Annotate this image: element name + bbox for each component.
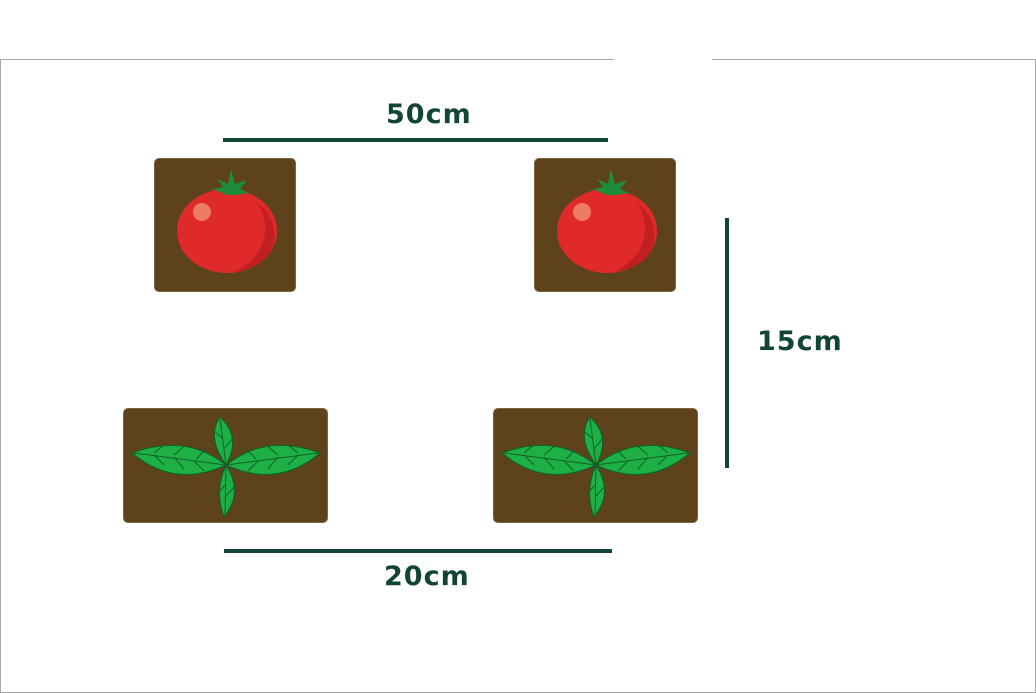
top-dimension-line	[223, 138, 608, 142]
tomato-tile-right	[534, 158, 676, 292]
seedling-tile-left	[123, 408, 328, 523]
frame-gap	[614, 55, 712, 63]
top-dimension-label: 50cm	[386, 99, 472, 130]
seedling-icon	[130, 416, 322, 519]
seedling-tile-right	[493, 408, 698, 523]
tomato-icon	[177, 169, 277, 273]
tomato-icon	[557, 169, 657, 273]
seedling-icon	[500, 416, 692, 519]
side-dimension-label: 15cm	[757, 326, 843, 357]
bottom-dimension-line	[224, 549, 612, 553]
diagram-frame	[0, 59, 1036, 693]
side-dimension-line	[725, 218, 729, 468]
tomato-tile-left	[154, 158, 296, 292]
bottom-dimension-label: 20cm	[384, 561, 470, 592]
